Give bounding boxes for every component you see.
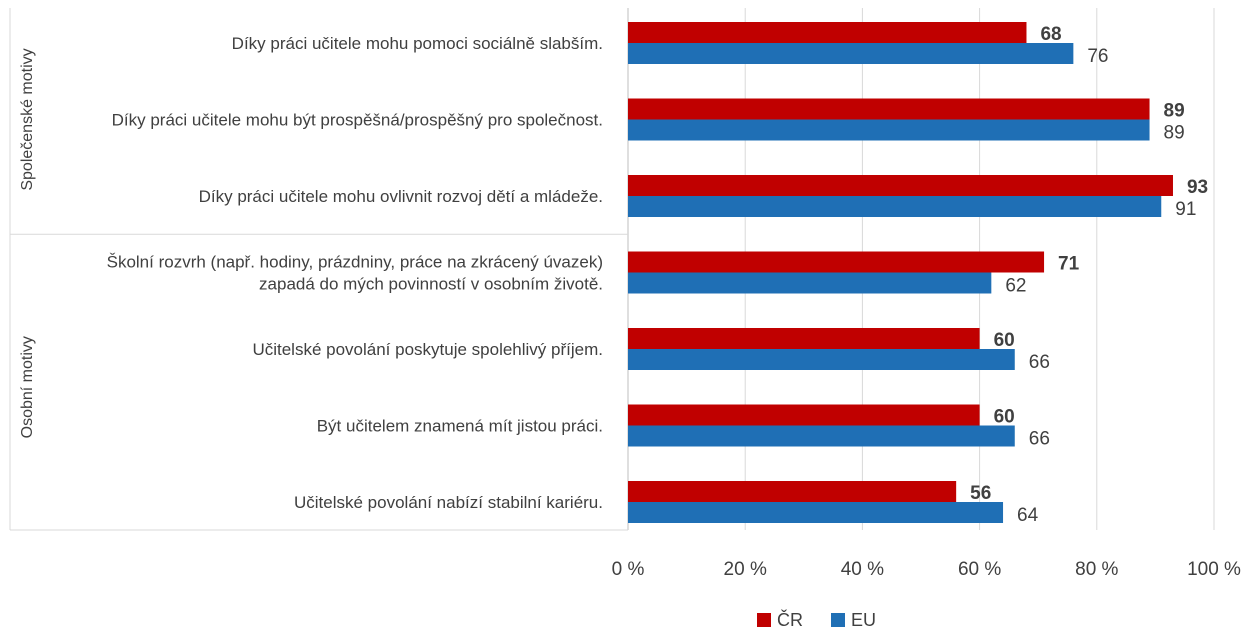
category-label: Školní rozvrh (např. hodiny, prázdniny, … — [107, 253, 603, 272]
x-tick-label: 100 % — [1187, 559, 1241, 580]
bar-eu — [628, 196, 1162, 217]
value-label-eu: 76 — [1087, 46, 1108, 67]
category-label: Díky práci učitele mohu ovlivnit rozvoj … — [199, 187, 603, 206]
bar-cr — [628, 481, 957, 502]
group-label: Společenské motivy — [19, 48, 36, 190]
bar-eu — [628, 425, 1015, 447]
legend-swatch-eu — [831, 613, 845, 627]
value-label-eu: 66 — [1029, 352, 1050, 373]
bar-cr — [628, 175, 1173, 196]
legend-label-cr: ČR — [777, 609, 803, 630]
bar-cr — [628, 22, 1027, 43]
x-tick-label: 60 % — [958, 559, 1001, 580]
bar-cr — [628, 251, 1045, 273]
value-label-cr: 71 — [1058, 254, 1080, 275]
bar-cr — [628, 404, 980, 426]
value-label-eu: 64 — [1017, 505, 1039, 526]
legend-label-eu: EU — [851, 610, 876, 630]
value-label-cr: 60 — [994, 330, 1015, 351]
bars — [628, 22, 1173, 523]
bar-eu — [628, 272, 992, 294]
value-label-eu: 62 — [1005, 276, 1026, 297]
value-label-cr: 89 — [1164, 101, 1185, 122]
legend-swatch-cr — [757, 613, 771, 627]
bar-eu — [628, 349, 1015, 370]
category-label: Učitelské povolání poskytuje spolehlivý … — [252, 340, 603, 359]
category-label: Díky práci učitele mohu být prospěšná/pr… — [112, 111, 603, 130]
category-label: Být učitelem znamená mít jistou práci. — [317, 417, 603, 436]
bar-cr — [628, 98, 1150, 120]
value-label-cr: 93 — [1187, 177, 1208, 198]
value-label-eu: 89 — [1164, 123, 1185, 144]
x-tick-label: 80 % — [1075, 559, 1118, 580]
value-label-eu: 91 — [1175, 199, 1196, 220]
group-separators — [9, 8, 628, 531]
x-tick-label: 40 % — [841, 559, 884, 580]
group-labels: Společenské motivy Osobní motivy — [19, 48, 36, 438]
bar-eu — [628, 119, 1150, 141]
value-label-eu: 66 — [1029, 429, 1050, 450]
x-tick-label: 20 % — [724, 559, 767, 580]
bar-cr — [628, 328, 980, 349]
bar-eu — [628, 502, 1004, 523]
bar-eu — [628, 43, 1074, 64]
value-label-cr: 60 — [994, 407, 1015, 428]
x-axis-tick-labels: 0 % 20 % 40 % 60 % 80 % 100 % — [612, 559, 1241, 580]
value-label-cr: 56 — [970, 483, 991, 504]
group-label: Osobní motivy — [19, 336, 36, 438]
category-label: Učitelské povolání nabízí stabilní karié… — [294, 493, 603, 512]
category-labels: Díky práci učitele mohu pomoci sociálně … — [107, 34, 603, 512]
category-label: Díky práci učitele mohu pomoci sociálně … — [232, 34, 603, 53]
x-tick-label: 0 % — [612, 559, 645, 580]
value-label-cr: 68 — [1040, 24, 1061, 45]
category-label: zapadá do mých povinností v osobním živo… — [259, 275, 603, 294]
legend: ČR EU — [757, 609, 876, 630]
